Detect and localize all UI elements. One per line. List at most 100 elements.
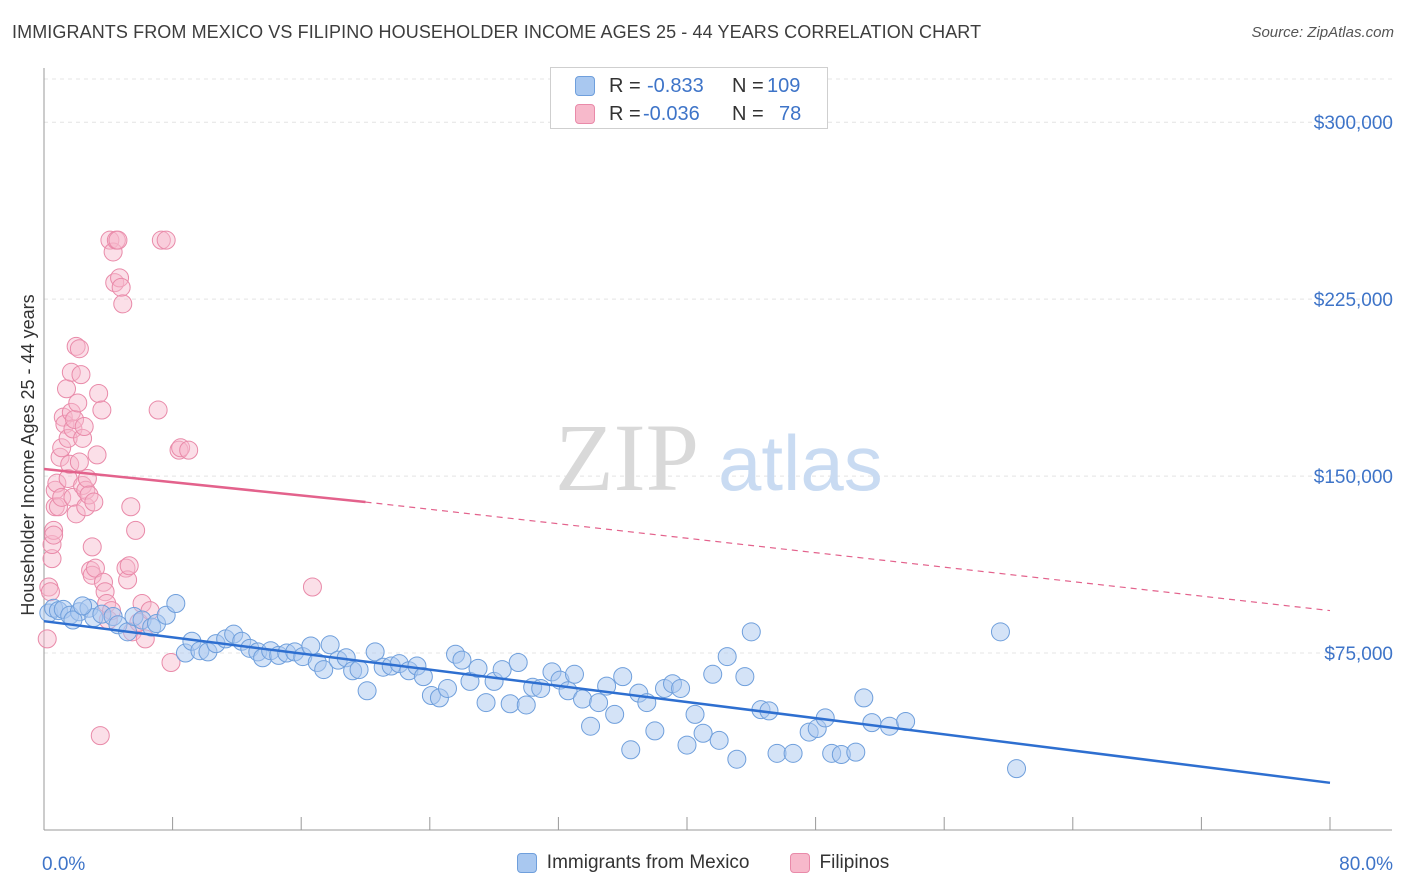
filipino-point — [42, 535, 62, 555]
mexico-point — [735, 667, 755, 687]
filipino-point — [69, 339, 89, 359]
filipino-point — [171, 438, 191, 458]
mexico-point — [452, 650, 472, 670]
filipino-swatch — [575, 104, 595, 124]
filipino-point — [92, 400, 112, 420]
filipino-trend-extension — [365, 501, 1331, 612]
mexico-point — [613, 667, 633, 687]
filipino-point — [103, 242, 123, 262]
chart-legend: Immigrants from Mexico Filipinos — [0, 852, 1406, 874]
filipino-point — [58, 428, 78, 448]
mexico-point — [437, 678, 457, 698]
filipino-point — [108, 230, 128, 250]
filipino-point — [74, 417, 94, 437]
watermark-zip: ZIP — [555, 404, 699, 511]
mexico-point — [476, 693, 496, 713]
n-label: N = — [732, 74, 764, 97]
mexico-point — [492, 660, 512, 680]
y-tick-label: $300,000 — [1314, 113, 1393, 134]
filipino-point — [121, 497, 141, 517]
mexico-point — [717, 647, 737, 667]
mexico-point — [685, 704, 705, 724]
mexico-point — [621, 740, 641, 760]
axes — [43, 68, 1392, 831]
filipino-point — [40, 582, 60, 602]
mexico-point — [846, 742, 866, 762]
filipino-point — [45, 480, 65, 500]
mexico-n-value: 109 — [767, 74, 801, 97]
mexico-point — [314, 660, 334, 680]
filipino-point — [93, 572, 113, 592]
chart-title: IMMIGRANTS FROM MEXICO VS FILIPINO HOUSE… — [12, 22, 982, 42]
filipino-point — [118, 570, 138, 590]
mexico-point — [468, 658, 488, 678]
mexico-point — [727, 749, 747, 769]
axis-labels: $75,000 $150,000 $225,000 $300,000 0.0% 80.0%… — [18, 113, 1393, 875]
filipino-point — [113, 294, 133, 314]
source-credit: Source: ZipAtlas.com — [1251, 24, 1394, 41]
mexico-point — [990, 622, 1010, 642]
mexico-point — [677, 735, 697, 755]
filipino-point — [65, 409, 85, 429]
filipino-points — [37, 230, 322, 746]
mexico-point — [573, 689, 593, 709]
filipino-point — [89, 384, 109, 404]
mexico-point — [166, 594, 186, 613]
mexico-point — [783, 743, 803, 763]
filipino-point — [161, 652, 181, 672]
mexico-legend-swatch — [516, 853, 537, 873]
filipino-point — [119, 556, 139, 576]
filipino-point — [179, 440, 199, 460]
mexico-point — [564, 664, 584, 684]
filipino-r-value: -0.036 — [643, 102, 700, 125]
legend-label-filipino: Filipinos — [819, 852, 890, 873]
filipino-point — [52, 438, 72, 458]
filipino-point — [44, 525, 64, 545]
filipino-point — [47, 473, 67, 493]
legend-item-filipino[interactable]: Filipinos — [789, 852, 890, 874]
y-tick-label: $150,000 — [1314, 467, 1393, 488]
filipino-point — [66, 336, 86, 356]
filipino-point — [82, 537, 102, 557]
filipino-point — [116, 558, 136, 578]
watermark-atlas: atlas — [718, 419, 883, 507]
mexico-point — [767, 743, 787, 763]
filipino-point — [110, 268, 130, 288]
r-label: R = — [609, 74, 641, 97]
filipino-point — [90, 726, 110, 746]
filipino-point — [52, 487, 72, 507]
x-tick-label-start: 0.0% — [42, 854, 85, 875]
filipino-point — [148, 400, 168, 420]
mexico-point — [709, 730, 729, 750]
mexico-point — [365, 642, 385, 662]
mexico-point — [703, 664, 723, 684]
r-label: R = — [609, 102, 641, 125]
filipino-point — [37, 629, 57, 649]
mexico-point — [589, 693, 609, 713]
mexico-point — [516, 695, 536, 715]
mexico-point — [645, 721, 665, 741]
y-tick-label: $75,000 — [1324, 644, 1393, 665]
filipino-point — [50, 447, 70, 467]
mexico-swatch — [575, 76, 595, 96]
mexico-points — [39, 594, 1027, 779]
filipino-point — [44, 520, 64, 540]
filipino-point — [100, 230, 120, 250]
mexico-point — [357, 681, 377, 701]
mexico-point — [671, 678, 691, 698]
filipino-point — [95, 582, 115, 602]
mexico-trend-line — [43, 619, 1331, 785]
filipino-point — [66, 504, 86, 524]
filipino-point — [84, 492, 104, 512]
mexico-point — [581, 716, 601, 736]
mexico-point — [500, 694, 520, 714]
filipino-n-value: 78 — [779, 102, 802, 125]
legend-item-mexico[interactable]: Immigrants from Mexico — [516, 852, 750, 874]
filipino-point — [69, 452, 89, 472]
mexico-point — [741, 622, 761, 642]
filipino-point — [156, 230, 176, 250]
mexico-point — [301, 636, 321, 656]
filipino-point — [87, 445, 107, 465]
filipino-point — [42, 549, 62, 569]
